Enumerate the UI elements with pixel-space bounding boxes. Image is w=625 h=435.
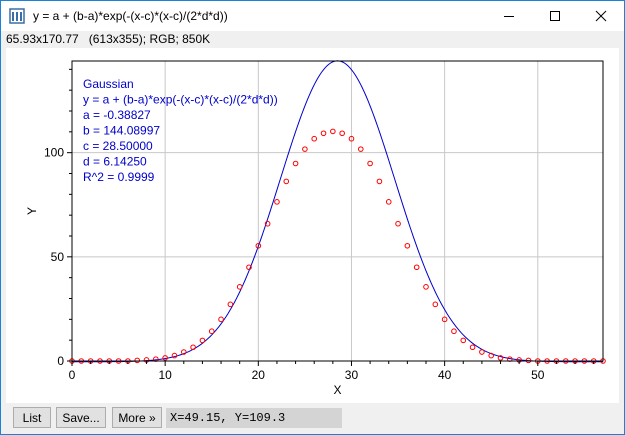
- x-tick-label: 40: [438, 368, 452, 382]
- minimize-icon: [504, 16, 514, 17]
- window-title: y = a + (b-a)*exp(-(x-c)*(x-c)/(2*d*d)): [33, 9, 228, 23]
- data-point: [274, 199, 280, 205]
- data-point: [190, 344, 196, 351]
- data-point: [385, 199, 392, 205]
- bottom-toolbar: List Save... More » X=49.15, Y=109.3: [1, 403, 624, 434]
- y-tick-label: 0: [57, 354, 64, 368]
- data-point: [348, 135, 355, 142]
- x-axis-label: X: [333, 383, 341, 397]
- data-point: [180, 349, 187, 355]
- data-point: [320, 130, 327, 137]
- data-point: [339, 130, 345, 137]
- data-point: [413, 264, 420, 271]
- data-points-layer: [69, 128, 606, 364]
- maximize-icon: [550, 11, 560, 21]
- minimize-button[interactable]: [486, 1, 532, 31]
- y-axis-label: Y: [25, 207, 39, 215]
- grid: [72, 61, 603, 361]
- plot-frame: [71, 60, 604, 362]
- x-tick-label: 10: [158, 368, 172, 382]
- data-point: [441, 316, 448, 323]
- more-button[interactable]: More »: [112, 407, 162, 428]
- data-point: [469, 344, 476, 351]
- list-button[interactable]: List: [13, 407, 51, 428]
- data-point: [497, 355, 504, 361]
- image-info: 65.93x170.77 (613x355); RGB; 850K: [6, 32, 211, 46]
- data-point: [488, 352, 495, 359]
- data-point: [376, 178, 383, 185]
- legend-line: c = 28.50000: [83, 139, 153, 153]
- data-point: [199, 337, 206, 344]
- cursor-coordinates: X=49.15, Y=109.3: [166, 408, 342, 428]
- close-icon: [595, 10, 607, 22]
- data-point: [218, 316, 224, 323]
- data-point: [246, 264, 252, 271]
- legend-line: a = -0.38827: [83, 108, 151, 122]
- data-point: [460, 337, 467, 344]
- save-button[interactable]: Save...: [56, 407, 106, 428]
- data-point: [227, 301, 234, 308]
- data-point: [395, 220, 401, 227]
- data-point: [451, 328, 457, 335]
- legend-line: R^2 = 0.9999: [83, 170, 155, 184]
- data-point: [404, 242, 411, 249]
- y-tick-label: 50: [51, 250, 65, 264]
- imagej-plot-icon: [9, 8, 25, 24]
- x-tick-label: 50: [531, 368, 545, 382]
- maximize-button[interactable]: [532, 1, 578, 31]
- fit-legend: Gaussian y = a + (b-a)*exp(-(x-c)*(x-c)/(…: [83, 77, 278, 184]
- legend-line: d = 6.14250: [83, 155, 147, 169]
- legend-line: y = a + (b-a)*exp(-(x-c)*(x-c)/(2*d*d)): [83, 93, 278, 107]
- data-point: [311, 135, 318, 142]
- plot-svg: 0 10 20 30 40 50 0 50 100 X Y Gaussian y = a + (b…: [25, 60, 606, 397]
- data-point: [264, 220, 271, 227]
- data-point: [134, 357, 141, 364]
- axis-ticks: 0 10 20 30 40 50 0 50 100: [44, 68, 595, 382]
- x-tick-label: 30: [345, 368, 359, 382]
- legend-line: b = 144.08997: [83, 124, 160, 138]
- data-point: [236, 284, 243, 290]
- data-point: [479, 349, 485, 355]
- title-bar[interactable]: y = a + (b-a)*exp(-(x-c)*(x-c)/(2*d*d)): [1, 1, 624, 31]
- close-button[interactable]: [578, 1, 624, 31]
- data-point: [162, 355, 168, 361]
- data-point: [208, 328, 215, 335]
- data-point: [525, 357, 532, 364]
- data-point: [302, 146, 308, 152]
- data-point: [283, 178, 290, 185]
- data-point: [357, 146, 364, 152]
- data-point: [171, 352, 178, 359]
- data-point: [423, 284, 429, 290]
- data-point: [292, 160, 299, 167]
- data-point: [432, 301, 439, 308]
- x-tick-label: 20: [252, 368, 266, 382]
- plot-canvas[interactable]: 0 10 20 30 40 50 0 50 100 X Y Gaussian y = a + (b…: [6, 48, 619, 403]
- y-tick-label: 100: [44, 146, 64, 160]
- data-point: [330, 128, 336, 135]
- x-tick-label: 0: [69, 368, 76, 382]
- data-point: [255, 242, 262, 249]
- data-point: [367, 160, 373, 167]
- legend-line: Gaussian: [83, 77, 134, 91]
